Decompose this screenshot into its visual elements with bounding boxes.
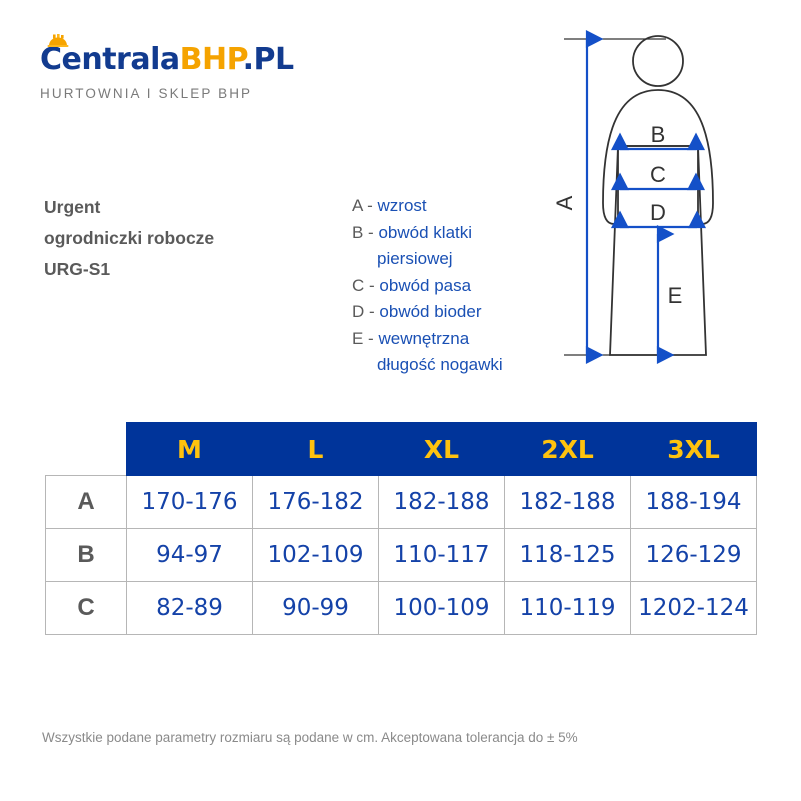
row-label-c: C — [45, 581, 127, 635]
product-type: ogrodniczki robocze — [44, 228, 215, 248]
row-label-a: A — [45, 475, 127, 529]
figure-label-d: D — [650, 200, 666, 225]
legend-value-e-cont: długość nogawki — [377, 355, 503, 374]
figure-head — [632, 35, 684, 87]
measurement-legend: A - wzrost B - obwód klatki piersiowej C… — [352, 193, 503, 379]
legend-key-e: E - — [352, 328, 374, 348]
cell-a-xl: 182-188 — [378, 475, 505, 529]
cell-c-xl: 100-109 — [378, 581, 505, 635]
cell-b-xl: 110-117 — [378, 528, 505, 582]
figure-label-a: A — [552, 195, 577, 210]
cell-c-l: 90-99 — [252, 581, 379, 635]
cell-b-l: 102-109 — [252, 528, 379, 582]
legend-key-d: D - — [352, 302, 375, 321]
cell-a-2xl: 182-188 — [504, 475, 631, 529]
logo-text-bhp: BHP — [179, 42, 243, 77]
logo-text-pl: .PL — [242, 42, 295, 77]
figure-label-e: E — [668, 283, 683, 308]
table-header-xl: XL — [378, 422, 505, 476]
product-brand: Urgent — [44, 197, 101, 217]
table-row: C 82-89 90-99 100-109 110-119 1202-124 — [45, 581, 757, 635]
cell-b-m: 94-97 — [126, 528, 253, 582]
cell-c-3xl: 1202-124 — [630, 581, 757, 635]
legend-item-c: C - obwód pasa — [352, 273, 503, 300]
legend-value-e: wewnętrzna — [378, 328, 470, 348]
figure-label-b: B — [651, 122, 666, 147]
legend-value-a: wzrost — [377, 196, 427, 215]
logo-tagline: HURTOWNIA I SKLEP BHP — [40, 86, 253, 101]
site-logo: CentralaBHP.PL HURTOWNIA I SKLEP BHP — [40, 34, 340, 101]
cell-c-m: 82-89 — [126, 581, 253, 635]
table-row: B 94-97 102-109 110-117 118-125 126-129 — [45, 528, 757, 582]
legend-key-a: A - — [352, 196, 373, 215]
table-row: A 170-176 176-182 182-188 182-188 188-19… — [45, 475, 757, 529]
table-header-row: M L XL 2XL 3XL — [45, 422, 757, 476]
table-header-3xl: 3XL — [630, 422, 757, 476]
logo-wordmark: CentralaBHP.PL — [40, 34, 340, 77]
cell-a-3xl: 188-194 — [630, 475, 757, 529]
legend-value-d: obwód bioder — [379, 302, 482, 321]
cell-a-m: 170-176 — [126, 475, 253, 529]
table-header-m: M — [126, 422, 253, 476]
legend-item-b: B - obwód klatki — [352, 220, 503, 247]
legend-key-c: C - — [352, 275, 375, 295]
legend-value-b-cont: piersiowej — [377, 249, 453, 268]
table-header-l: L — [252, 422, 379, 476]
legend-value-b: obwód klatki — [378, 222, 473, 242]
row-label-b: B — [45, 528, 127, 582]
legend-key-b: B - — [352, 222, 374, 242]
legend-item-a: A - wzrost — [352, 193, 503, 220]
body-measurement-diagram: A B C D E — [548, 28, 783, 378]
size-chart-table: M L XL 2XL 3XL A 170-176 176-182 182-188… — [45, 422, 757, 635]
footer-note: Wszystkie podane parametry rozmiaru są p… — [42, 730, 578, 745]
product-name: Urgent ogrodniczki robocze URG-S1 — [44, 192, 214, 285]
cell-c-2xl: 110-119 — [504, 581, 631, 635]
logo-text-centrala: Centrala — [40, 42, 180, 77]
cell-b-2xl: 118-125 — [504, 528, 631, 582]
cell-b-3xl: 126-129 — [630, 528, 757, 582]
table-header-2xl: 2XL — [504, 422, 631, 476]
figure-label-c: C — [650, 162, 666, 187]
legend-item-e: E - wewnętrzna — [352, 326, 503, 353]
table-corner-cell — [45, 422, 127, 476]
legend-value-c: obwód pasa — [379, 275, 472, 295]
hard-hat-icon — [47, 34, 69, 47]
product-code: URG-S1 — [44, 259, 111, 279]
cell-a-l: 176-182 — [252, 475, 379, 529]
legend-item-d: D - obwód bioder — [352, 299, 503, 326]
